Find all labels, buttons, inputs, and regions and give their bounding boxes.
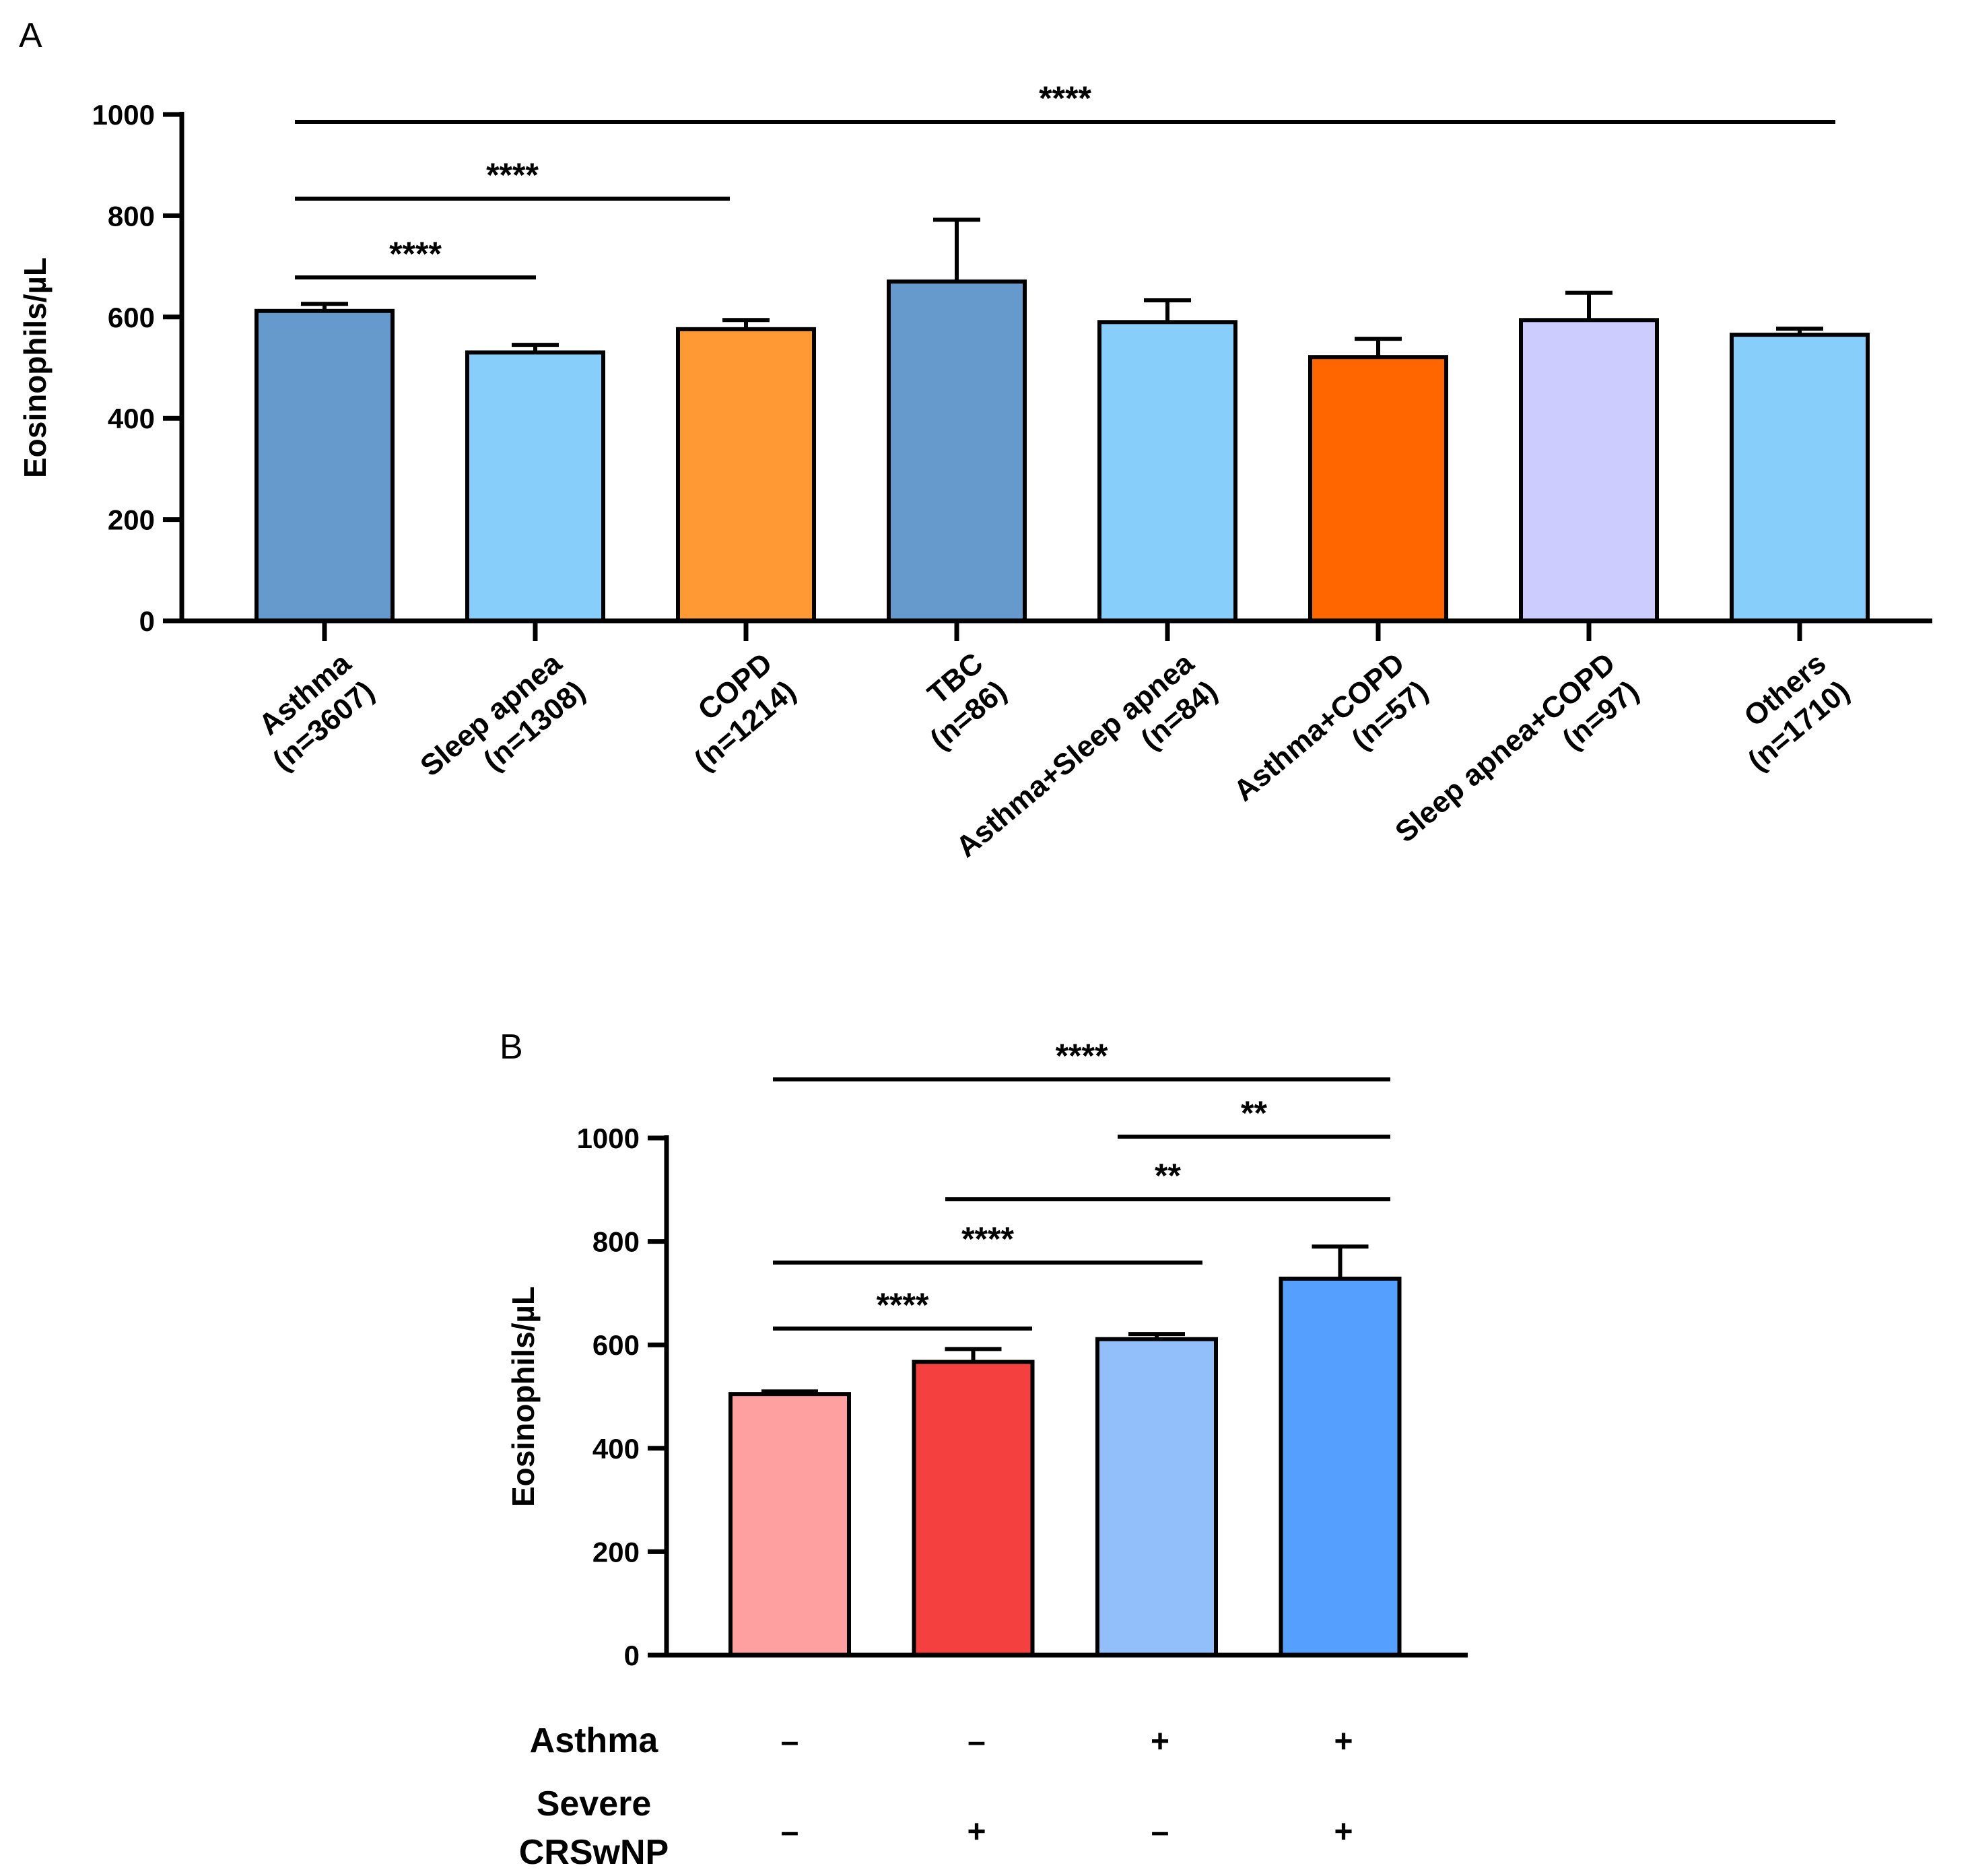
bar bbox=[1308, 355, 1448, 623]
bar bbox=[465, 350, 605, 623]
x-tick-label: Sleep apnea(n=1308) bbox=[414, 646, 591, 783]
condition-mark: – bbox=[1151, 1814, 1169, 1850]
panel-a-label: A bbox=[19, 16, 42, 55]
y-tick-label: 200 bbox=[592, 1536, 640, 1568]
bar bbox=[1519, 318, 1659, 623]
y-tick-label: 600 bbox=[592, 1329, 640, 1361]
significance-label: **** bbox=[1039, 79, 1091, 117]
bar bbox=[1097, 320, 1237, 623]
bar bbox=[887, 279, 1027, 623]
y-axis-label: Eosinophils/µL bbox=[506, 1286, 541, 1507]
y-tick-label: 800 bbox=[108, 200, 155, 232]
significance-label: **** bbox=[389, 235, 442, 273]
bar bbox=[1279, 1276, 1402, 1657]
y-tick-label: 1000 bbox=[577, 1123, 640, 1154]
condition-mark: – bbox=[967, 1724, 986, 1760]
significance-label: **** bbox=[961, 1220, 1014, 1258]
significance-label: ** bbox=[1241, 1094, 1267, 1132]
bar bbox=[728, 1392, 851, 1657]
x-tick-label: COPD(n=1214) bbox=[688, 646, 802, 777]
significance-label: ** bbox=[1155, 1157, 1181, 1195]
y-tick-label: 400 bbox=[592, 1433, 640, 1465]
x-tick-label: Asthma(n=3607) bbox=[252, 646, 380, 778]
x-tick-label: Asthma+COPD(n=57) bbox=[1227, 646, 1434, 807]
chart-a: 0 200 400 600 800 1000 Eosinophils/µL **** **** *… bbox=[18, 79, 1932, 864]
y-tick-label: 0 bbox=[139, 605, 155, 637]
condition-mark: – bbox=[781, 1814, 799, 1850]
y-axis-label: Eosinophils/µL bbox=[18, 257, 53, 478]
bar bbox=[1730, 333, 1870, 623]
significance-label: **** bbox=[486, 156, 539, 194]
condition-mark: + bbox=[1334, 1724, 1353, 1760]
bar bbox=[254, 308, 395, 623]
y-tick-label: 1000 bbox=[92, 99, 155, 131]
condition-mark: + bbox=[967, 1814, 986, 1850]
significance-label: **** bbox=[877, 1286, 929, 1324]
condition-label: Asthma bbox=[530, 1721, 659, 1760]
condition-mark: + bbox=[1334, 1814, 1353, 1850]
x-tick-label: TBC(n=86) bbox=[922, 646, 1013, 756]
bar bbox=[912, 1360, 1035, 1657]
condition-label: Severe bbox=[537, 1784, 652, 1823]
y-tick-label: 400 bbox=[108, 403, 155, 434]
y-tick-label: 0 bbox=[624, 1640, 640, 1671]
condition-mark: + bbox=[1151, 1724, 1169, 1760]
panel-b-label: B bbox=[500, 1028, 523, 1067]
y-tick-label: 600 bbox=[108, 302, 155, 333]
condition-label: CRSwNP bbox=[519, 1833, 669, 1872]
significance-label: **** bbox=[1056, 1037, 1108, 1075]
condition-mark: – bbox=[781, 1724, 799, 1760]
y-tick-label: 800 bbox=[592, 1226, 640, 1258]
x-tick-label: Others(n=1710) bbox=[1738, 646, 1856, 777]
x-tick-label: Sleep apnea+COPD(n=97) bbox=[1389, 646, 1645, 849]
bar bbox=[676, 327, 816, 623]
y-tick-label: 200 bbox=[108, 504, 155, 536]
bar bbox=[1095, 1337, 1218, 1657]
